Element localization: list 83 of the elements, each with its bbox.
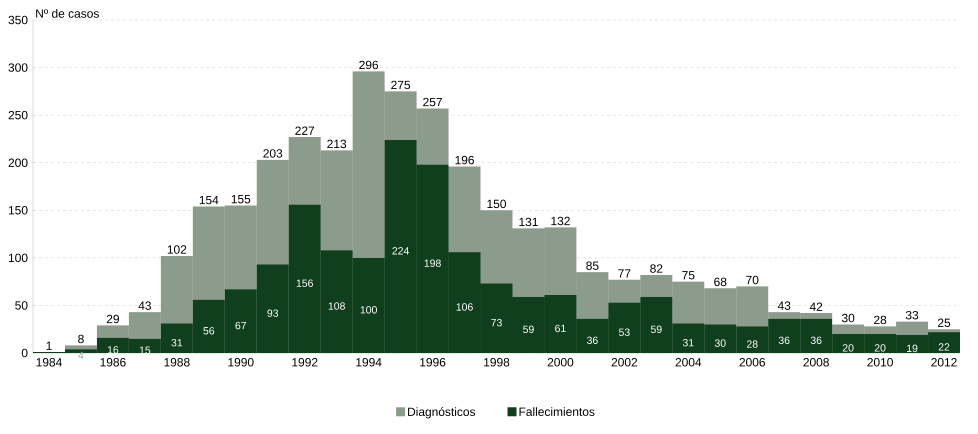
- total-label: 1: [46, 342, 52, 350]
- legend-label: Diagnósticos: [408, 407, 476, 418]
- total-label: 28: [874, 316, 886, 324]
- total-label: 43: [138, 301, 152, 310]
- total-label: 132: [551, 216, 570, 226]
- x-tick-label: 2000: [548, 358, 574, 366]
- total-label: 275: [391, 80, 410, 90]
- y-tick-label: 50: [15, 301, 28, 310]
- data-label: 22: [938, 343, 950, 351]
- y-axis-title: Nº de casos: [36, 9, 99, 18]
- total-label: 77: [618, 269, 630, 278]
- data-label: 73: [491, 318, 502, 326]
- y-tick-label: 250: [8, 110, 28, 120]
- y-tick-label: 0: [22, 348, 28, 358]
- total-label: 75: [682, 271, 694, 280]
- x-tick-label: 2010: [867, 358, 893, 366]
- legend-label: Fallecimientos: [519, 407, 594, 416]
- bar: [64, 345, 97, 350]
- total-label: 296: [359, 60, 378, 70]
- data-label: 106: [456, 303, 473, 311]
- total-label: 227: [295, 126, 314, 135]
- total-label: 30: [842, 314, 854, 322]
- y-tick-label: 200: [8, 158, 28, 167]
- total-label: 203: [263, 149, 282, 158]
- data-label: 31: [171, 338, 182, 346]
- data-label: 93: [267, 309, 278, 317]
- x-tick-label: 1988: [164, 358, 190, 366]
- total-label: 150: [487, 200, 506, 208]
- total-label: 213: [327, 140, 346, 148]
- x-tick-label: 1990: [228, 358, 254, 366]
- data-label: 36: [586, 336, 598, 344]
- x-tick-label: 2008: [803, 358, 829, 366]
- data-label: 20: [842, 344, 854, 352]
- total-label: 154: [200, 196, 218, 204]
- data-label: 28: [746, 340, 758, 348]
- data-label: 156: [296, 279, 313, 287]
- data-label: 36: [778, 336, 790, 344]
- data-label: 4: [78, 352, 84, 359]
- total-label: 33: [906, 310, 918, 320]
- total-label: 102: [168, 245, 186, 254]
- total-label: 25: [938, 318, 950, 328]
- data-label: 31: [682, 338, 694, 346]
- data-label: 59: [650, 326, 662, 334]
- total-label: 29: [106, 314, 119, 324]
- data-label: 36: [810, 336, 822, 344]
- data-label: 224: [392, 247, 410, 254]
- x-tick-label: 2012: [931, 358, 957, 366]
- total-label: 131: [519, 218, 538, 226]
- x-tick-label: 1984: [36, 358, 62, 366]
- data-label: 53: [618, 328, 630, 336]
- total-label: 43: [778, 301, 790, 310]
- y-tick-label: 350: [8, 16, 28, 24]
- total-label: 70: [746, 276, 758, 284]
- total-label: 155: [232, 194, 250, 204]
- total-label: 85: [586, 261, 599, 270]
- total-label: 42: [810, 302, 822, 311]
- x-tick-label: 1994: [356, 358, 382, 366]
- data-label: 61: [555, 324, 566, 332]
- total-label: 257: [423, 98, 442, 106]
- data-label: 108: [328, 302, 345, 310]
- x-tick-label: 1998: [484, 358, 510, 366]
- total-label: 196: [455, 156, 474, 164]
- x-tick-label: 2004: [676, 358, 702, 366]
- x-tick-label: 1986: [100, 358, 126, 366]
- data-label: 198: [424, 260, 441, 267]
- y-tick-label: 100: [8, 254, 28, 262]
- total-label: 82: [650, 264, 662, 273]
- data-label: 59: [523, 326, 534, 334]
- data-label: 16: [108, 346, 118, 354]
- data-label: 100: [360, 306, 377, 314]
- total-label: 8: [78, 334, 84, 344]
- total-label: 68: [714, 278, 726, 286]
- y-tick-label: 150: [8, 206, 28, 215]
- x-tick-label: 1992: [292, 358, 318, 366]
- data-label: 67: [235, 322, 246, 330]
- data-label: 19: [907, 344, 918, 352]
- x-tick-label: 2006: [740, 358, 765, 366]
- y-tick-label: 300: [8, 63, 28, 72]
- x-tick-label: 1996: [420, 358, 446, 366]
- data-label: 56: [203, 327, 214, 334]
- x-tick-label: 2002: [612, 358, 638, 366]
- data-label: 30: [714, 339, 726, 347]
- data-label: 20: [874, 344, 886, 352]
